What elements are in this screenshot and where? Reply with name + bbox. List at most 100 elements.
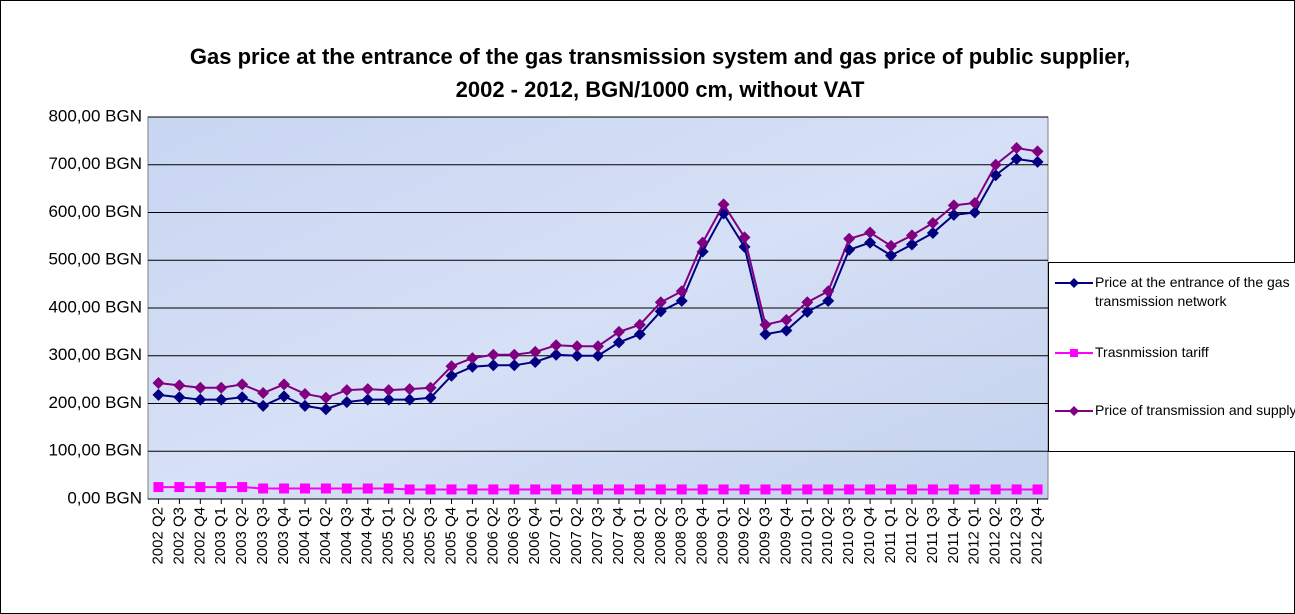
legend: Price at the entrance of the gas transmi… [1048,262,1295,452]
marker [382,393,395,406]
marker [738,231,751,244]
x-tick-label: 2002 Q4 [191,507,208,565]
marker [823,484,834,495]
marker [173,391,186,404]
marker [279,483,290,494]
marker [237,482,248,493]
x-tick-label: 2008 Q3 [673,507,690,565]
marker [759,328,772,341]
marker [446,484,457,495]
marker [633,328,646,341]
marker [551,484,562,495]
marker [675,294,688,307]
marker [298,387,311,400]
marker [153,482,164,493]
legend-label: Price of transmission and supply [1095,402,1295,418]
marker [340,396,353,409]
marker [696,236,709,249]
marker [654,296,667,309]
x-tick-label: 2010 Q4 [861,507,878,565]
marker [509,484,520,495]
marker [593,484,603,495]
marker [633,318,646,331]
x-tick-label: 2006 Q3 [505,507,522,565]
marker [718,484,729,495]
marker [215,381,228,394]
x-tick-label: 2005 Q4 [442,507,459,565]
marker [947,208,960,221]
y-tick-label: 500,00 BGN [48,250,142,269]
marker [194,381,207,394]
marker [362,483,373,494]
x-tick-label: 2007 Q3 [589,507,606,565]
marker [571,340,584,353]
x-tick-label: 2005 Q3 [422,507,439,565]
x-tick-label: 2012 Q4 [1029,507,1046,565]
y-tick-label: 100,00 BGN [48,441,142,460]
y-tick-label: 400,00 BGN [48,297,142,316]
y-tick-label: 300,00 BGN [48,345,142,364]
marker [319,403,332,416]
marker [989,158,1002,171]
y-tick-label: 700,00 BGN [48,154,142,173]
marker [801,305,814,318]
legend-swatch [1055,278,1093,288]
x-tick-label: 2004 Q3 [338,507,355,565]
x-tick-label: 2004 Q4 [359,507,376,565]
marker [216,482,227,493]
x-tick-label: 2003 Q1 [212,507,229,565]
marker [1031,145,1044,158]
marker [320,483,331,494]
marker [1010,153,1023,166]
marker [278,390,291,403]
marker [801,296,814,309]
marker [571,349,584,362]
marker [425,484,436,495]
x-tick-label: 2005 Q1 [380,507,397,565]
marker [319,391,332,404]
marker [1032,484,1043,495]
marker [654,305,667,318]
marker [404,484,415,495]
marker [676,484,687,495]
marker [780,313,793,326]
marker [865,484,876,495]
marker [487,348,500,361]
chart-title: Gas price at the entrance of the gas tra… [189,44,1131,102]
x-tick-label: 2011 Q2 [903,507,920,563]
marker [613,484,624,495]
marker [467,484,478,495]
marker [906,484,917,495]
x-tick-label: 2002 Q3 [170,507,187,565]
marker [1070,349,1078,357]
marker [508,359,521,372]
marker [717,198,730,211]
x-tick-label: 2012 Q3 [1008,507,1025,565]
marker [864,236,877,249]
marker [885,249,898,262]
marker [445,369,458,382]
marker [926,217,939,230]
marker [530,484,541,495]
marker [341,483,352,494]
x-tick-label: 2003 Q3 [254,507,271,565]
marker [572,484,583,495]
marker [592,340,604,353]
marker [968,196,981,209]
x-tick-label: 2009 Q4 [777,507,794,565]
marker [445,360,458,373]
marker [948,484,959,495]
marker [886,484,897,495]
marker [403,383,416,396]
marker [383,483,394,494]
marker [947,199,960,212]
marker [174,482,185,493]
marker [298,399,311,412]
marker [466,360,479,373]
marker [927,484,938,495]
marker [550,339,563,352]
x-tick-label: 2011 Q3 [924,507,941,563]
legend-label: Trasnmission tariff [1095,344,1209,360]
marker [969,484,980,495]
